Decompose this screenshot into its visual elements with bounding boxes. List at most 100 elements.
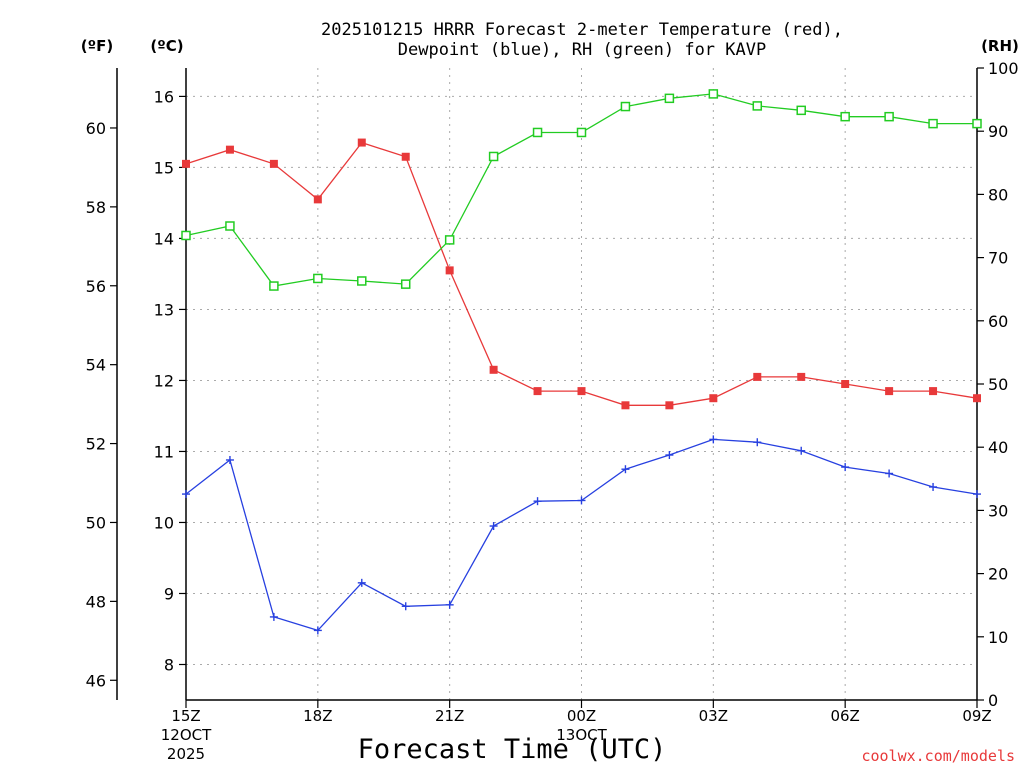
- rh-point: [620, 101, 631, 112]
- temperature-point: [621, 401, 630, 410]
- rh-tick-label: 20: [988, 565, 1008, 584]
- credit-text: coolwx.com/models: [861, 747, 1015, 765]
- dewpoint-point: [577, 496, 586, 505]
- celsius-axis: 8 9 10 11 12 13 14 15 16: [154, 87, 186, 674]
- temperature-point: [182, 159, 190, 168]
- rh-point: [576, 127, 587, 138]
- dewpoint-point: [621, 465, 630, 474]
- rh-point: [664, 93, 675, 104]
- temperature-point: [665, 401, 674, 410]
- temperature-point: [489, 365, 498, 374]
- rh-point: [532, 127, 543, 138]
- temperature-point: [753, 372, 762, 381]
- temperature-point: [577, 387, 586, 396]
- rh-tick-label: 10: [988, 628, 1008, 647]
- rh-tick-label: 0: [988, 691, 998, 710]
- dewpoint-point: [533, 497, 542, 506]
- dewpoint-point: [753, 438, 762, 447]
- fahrenheit-tick-label: 54: [86, 356, 106, 375]
- chart-title-line1: 2025101215 HRRR Forecast 2-meter Tempera…: [321, 20, 843, 40]
- celsius-unit-label: (ºC): [150, 37, 183, 55]
- fahrenheit-tick-label: 60: [86, 119, 106, 138]
- temperature-point: [709, 394, 718, 403]
- dewpoint-point: [929, 482, 938, 491]
- celsius-tick-label: 11: [154, 442, 174, 461]
- temperature-point: [225, 145, 234, 154]
- fahrenheit-tick-label: 56: [86, 277, 106, 296]
- temperature-point: [929, 387, 938, 396]
- date-tick-label: 13OCT: [556, 726, 607, 744]
- series-line-0: [185, 141, 978, 406]
- temperature-point: [269, 159, 278, 168]
- temperature-point: [973, 394, 981, 403]
- fahrenheit-tick-label: 46: [86, 671, 106, 690]
- rh-unit-label: (RH): [981, 37, 1019, 55]
- celsius-tick-label: 12: [154, 371, 174, 390]
- dewpoint-point: [841, 463, 850, 472]
- temperature-point: [885, 387, 894, 396]
- dewpoint-point: [489, 522, 498, 531]
- dewpoint-point: [225, 455, 234, 464]
- rh-point: [708, 89, 719, 99]
- time-tick-label: 18Z: [303, 707, 332, 725]
- year-tick-label: 2025: [167, 745, 205, 763]
- grid-lines: [186, 68, 977, 700]
- temperature-point: [401, 152, 410, 161]
- temperature-point: [841, 380, 850, 388]
- celsius-tick-label: 10: [154, 513, 174, 532]
- rh-point: [488, 151, 499, 162]
- fahrenheit-tick-label: 48: [86, 592, 106, 611]
- temperature-point: [533, 387, 542, 396]
- dewpoint-point: [797, 446, 806, 455]
- dewpoint-point: [357, 578, 366, 587]
- temperature-point: [797, 372, 806, 381]
- celsius-tick-label: 16: [154, 87, 174, 106]
- dewpoint-point: [445, 600, 454, 609]
- rh-point: [225, 221, 235, 231]
- rh-tick-label: 80: [988, 185, 1008, 204]
- time-tick-label: 09Z: [962, 707, 991, 725]
- rh-tick-label: 40: [988, 438, 1008, 457]
- temperature-point: [357, 138, 366, 147]
- dewpoint-point: [885, 469, 894, 478]
- time-tick-label: 21Z: [435, 707, 464, 725]
- dewpoint-point: [269, 612, 278, 621]
- rh-tick-label: 90: [988, 122, 1008, 141]
- dewpoint-point: [182, 490, 190, 499]
- time-tick-label: 03Z: [699, 707, 728, 725]
- time-tick-label: 15Z: [171, 707, 200, 725]
- celsius-tick-label: 8: [164, 655, 174, 674]
- rh-point: [840, 111, 850, 122]
- temperature-point: [445, 266, 454, 275]
- celsius-tick-label: 14: [154, 229, 174, 248]
- rh-point: [269, 281, 279, 291]
- rh-point: [972, 118, 982, 129]
- fahrenheit-tick-label: 52: [86, 435, 106, 454]
- rh-tick-label: 60: [988, 312, 1008, 331]
- chart-title-line2: Dewpoint (blue), RH (green) for KAVP: [398, 40, 766, 60]
- rh-tick-label: 50: [988, 375, 1008, 394]
- dewpoint-point: [401, 602, 410, 611]
- celsius-tick-label: 15: [154, 158, 174, 177]
- rh-point: [357, 276, 367, 286]
- rh-point: [313, 273, 323, 284]
- rh-point: [796, 105, 806, 116]
- fahrenheit-tick-label: 58: [86, 198, 106, 217]
- fahrenheit-unit-label: (ºF): [81, 37, 113, 55]
- rh-tick-label: 30: [988, 501, 1008, 520]
- rh-tick-label: 100: [988, 59, 1019, 78]
- rh-tick-label: 70: [988, 249, 1008, 268]
- fahrenheit-tick-label: 50: [86, 513, 106, 532]
- dewpoint-point: [709, 435, 718, 444]
- time-tick-label: 00Z: [567, 707, 596, 725]
- rh-point: [444, 235, 455, 245]
- rh-point: [181, 230, 191, 241]
- rh-point: [884, 111, 894, 122]
- dewpoint-point: [313, 626, 322, 635]
- dewpoint-point: [665, 451, 674, 460]
- x-axis-label: Forecast Time (UTC): [358, 734, 667, 765]
- date-tick-label: 12OCT: [161, 726, 212, 744]
- rh-point: [928, 118, 938, 129]
